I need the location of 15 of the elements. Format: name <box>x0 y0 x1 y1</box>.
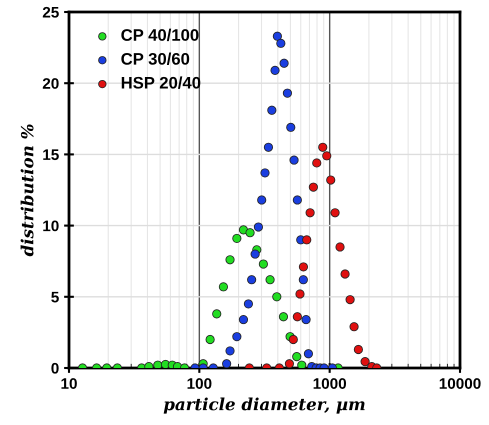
legend-label: HSP 20/40 <box>122 76 200 89</box>
x-tick-label: 1000 <box>314 378 346 389</box>
x-tick-label: 10 <box>61 378 77 389</box>
y-tick-label: 15 <box>43 149 59 160</box>
y-tick-label: 5 <box>51 292 59 302</box>
x-tick-label: 100 <box>188 378 212 389</box>
y-tick-label: 25 <box>42 6 59 18</box>
y-tick-label: 0 <box>51 362 59 374</box>
x-axis-title: particle diameter, µm <box>164 398 365 414</box>
legend-label: CP 30/60 <box>121 52 190 65</box>
y-tick-label: 20 <box>42 78 59 89</box>
y-tick-label: 10 <box>43 220 59 232</box>
legend-label: CP 40/100 <box>121 28 198 42</box>
y-axis-title: distribution % <box>20 124 34 256</box>
x-tick-label: 10000 <box>440 378 481 389</box>
